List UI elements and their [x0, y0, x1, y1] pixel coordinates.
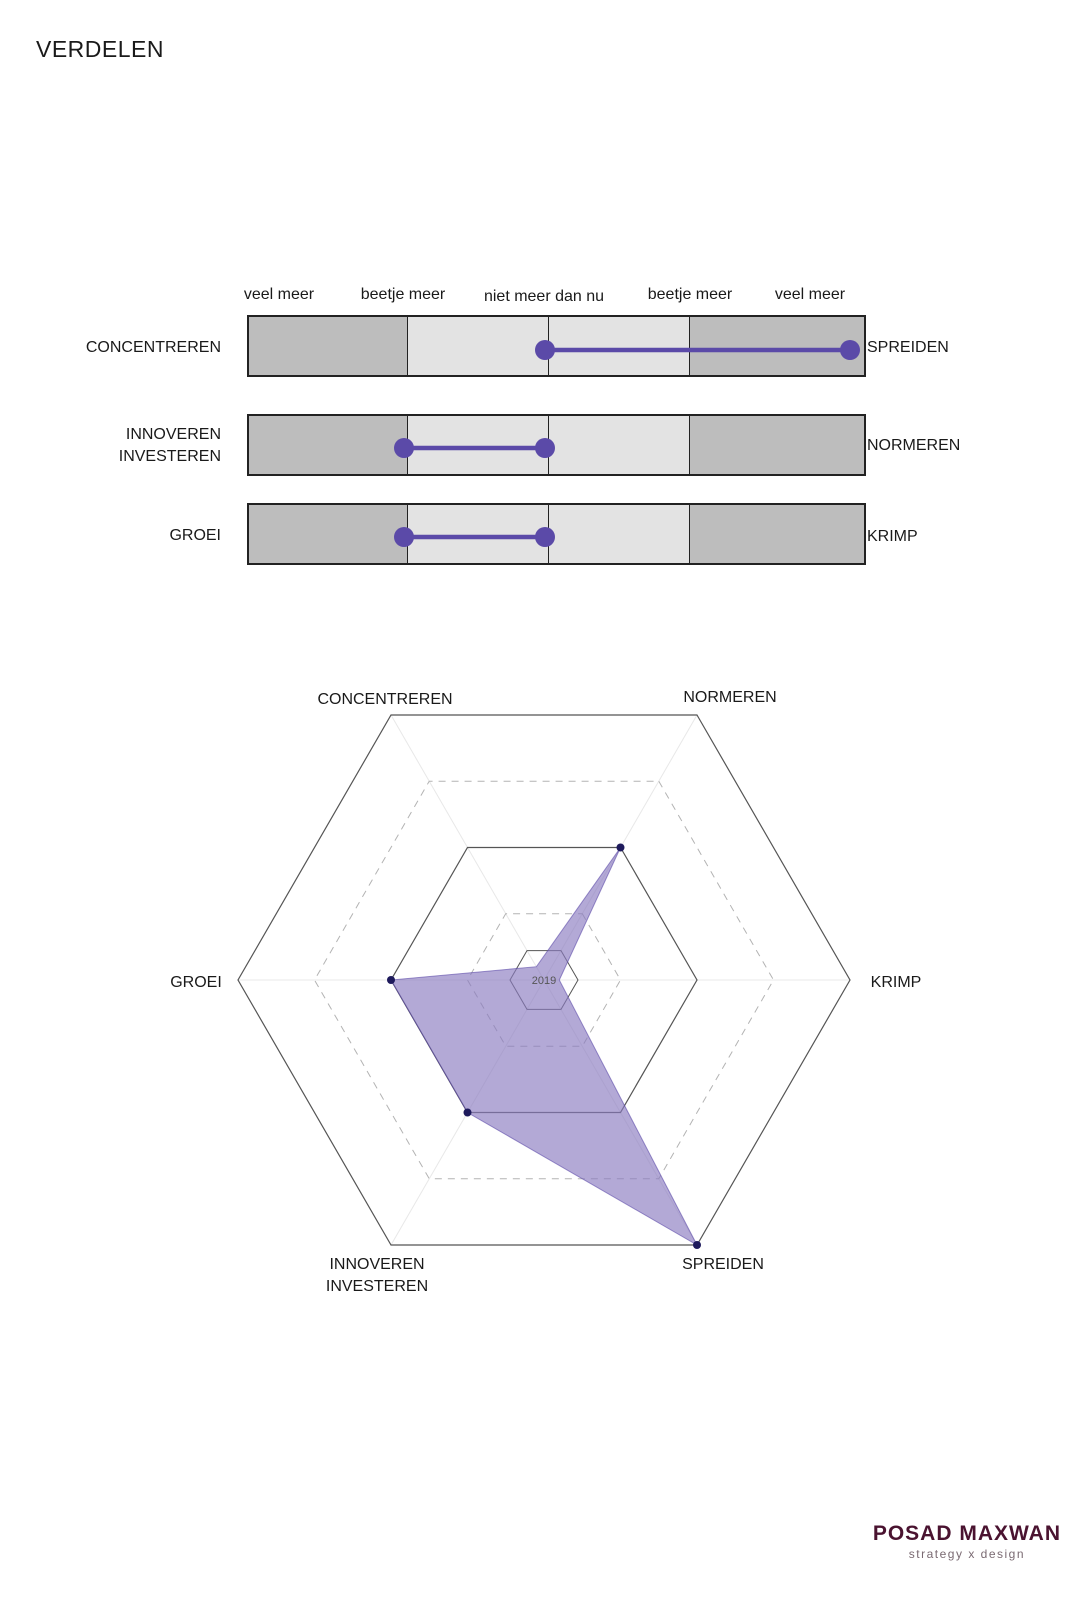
slider-3-left-label: GROEI — [169, 527, 221, 544]
scale-label-beetje-meer-right: beetje meer — [647, 286, 733, 303]
brand-name: POSAD MAXWAN — [872, 1522, 1061, 1545]
slider-2-right-label: NORMEREN — [867, 437, 961, 454]
segment-beetje-meer-right — [549, 416, 690, 474]
radar-axis-label: INNOVEREN — [329, 1256, 424, 1273]
slider-1-right-label: SPREIDEN — [867, 339, 949, 356]
radar-ring — [466, 913, 622, 1047]
brand-logo: POSAD MAXWAN strategy x design — [873, 1522, 1061, 1561]
radar-center-label: 2019 — [532, 975, 556, 987]
slider-1-left-label: CONCENTREREN — [85, 339, 221, 356]
brand-tagline: strategy x design — [908, 1547, 1026, 1561]
radar-ring — [237, 714, 851, 1246]
radar-ring — [313, 780, 775, 1180]
slider-2-bar — [247, 414, 866, 476]
segment-beetje-meer-left — [408, 317, 549, 375]
segment-beetje-meer-right — [549, 317, 690, 375]
segment-beetje-meer-right — [549, 505, 690, 563]
segment-veel-meer-right — [690, 416, 864, 474]
slider-3-right-label: KRIMP — [867, 528, 918, 545]
segment-beetje-meer-left — [408, 505, 549, 563]
segment-beetje-meer-left — [408, 416, 549, 474]
radar-axis-label: GROEI — [170, 974, 222, 991]
slider-1-bar — [247, 315, 866, 377]
radar-data-point — [693, 1241, 701, 1250]
segment-veel-meer-left — [249, 416, 408, 474]
radar-series-area — [390, 847, 699, 1247]
page-title: VERDELEN — [36, 36, 164, 62]
radar-data-point — [616, 843, 625, 852]
slider-2-left-label-line-1: INNOVEREN — [125, 426, 221, 443]
scale-label-beetje-meer-left: beetje meer — [360, 286, 446, 303]
scale-label-veel-meer-right: veel meer — [774, 286, 846, 303]
radar-axis-label: SPREIDEN — [682, 1256, 764, 1273]
segment-veel-meer-left — [249, 505, 408, 563]
radar-axis-label: KRIMP — [871, 974, 922, 991]
slider-3-bar — [247, 503, 866, 565]
radar-axis-label: NORMEREN — [683, 689, 776, 706]
slider-2-left-label-line-2: INVESTEREN — [118, 448, 221, 465]
segment-veel-meer-right — [690, 505, 864, 563]
segment-veel-meer-right — [690, 317, 864, 375]
radar-axis-label: INVESTEREN — [326, 1278, 428, 1295]
scale-label-niet-meer-dan-nu: niet meer dan nu — [483, 288, 605, 305]
scale-label-veel-meer-left: veel meer — [243, 286, 315, 303]
radar-chart: 2019 NORMEREN KRIMP SPREIDEN INNOVEREN INVEST… — [170, 689, 922, 1295]
radar-data-point — [463, 1108, 472, 1117]
radar-data-point — [387, 976, 395, 984]
segment-veel-meer-left — [249, 317, 408, 375]
radar-axis-label: CONCENTREREN — [317, 691, 452, 708]
slider-2-left-label: INNOVEREN INVESTEREN — [119, 424, 221, 468]
